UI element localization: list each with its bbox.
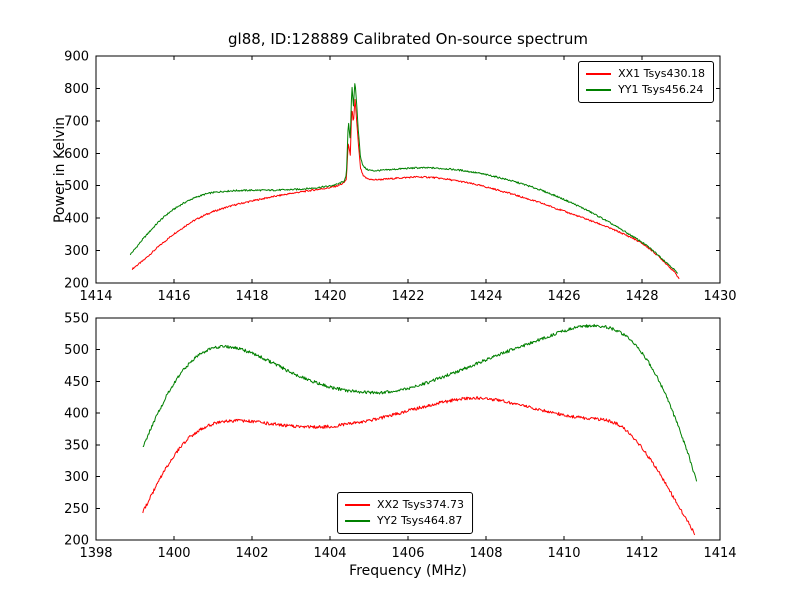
- x-tick-label: 1418: [235, 289, 268, 304]
- x-tick-label: 1400: [157, 546, 190, 561]
- x-tick-label: 1430: [703, 289, 736, 304]
- x-tick-label: 1422: [391, 289, 424, 304]
- x-tick-label: 1420: [313, 289, 346, 304]
- x-tick-label: 1414: [79, 289, 112, 304]
- y-tick-label: 600: [64, 147, 89, 162]
- x-tick-label: 1416: [157, 289, 190, 304]
- x-tick-label: 1410: [547, 546, 580, 561]
- y-tick-label: 400: [64, 407, 89, 422]
- legend-entry: YY1 Tsys456.24: [586, 82, 705, 98]
- y-tick-label: 550: [64, 312, 89, 327]
- y-tick-label: 450: [64, 375, 89, 390]
- y-tick-label: 700: [64, 114, 89, 129]
- y-tick-label: 900: [64, 50, 89, 65]
- x-tick-label: 1408: [469, 546, 502, 561]
- y-tick-label: 500: [64, 179, 89, 194]
- series-xx1: [131, 98, 680, 280]
- legend-label-xx1: XX1 Tsys430.18: [618, 67, 705, 80]
- y-tick-label: 300: [64, 244, 89, 259]
- legend-entry: YY2 Tsys464.87: [345, 513, 464, 529]
- x-tick-label: 1398: [79, 546, 112, 561]
- series-xx2: [142, 396, 696, 536]
- chart-title: gl88, ID:128889 Calibrated On-source spe…: [228, 30, 588, 48]
- legend-bottom: XX2 Tsys374.73 YY2 Tsys464.87: [337, 492, 473, 534]
- x-axis-label: Frequency (MHz): [349, 563, 467, 579]
- y-tick-label: 400: [64, 212, 89, 227]
- x-tick-label: 1426: [547, 289, 580, 304]
- y-tick-label: 500: [64, 343, 89, 358]
- series-yy1: [129, 83, 679, 274]
- legend-entry: XX1 Tsys430.18: [586, 66, 705, 82]
- y-tick-label: 250: [64, 502, 89, 517]
- top-plot: 1414 1416 1418 1420 1422 1424 1426 1428 1430 200 3…: [64, 50, 736, 305]
- legend-line-xx2: [345, 504, 371, 506]
- legend-line-yy2: [345, 520, 371, 522]
- legend-entry: XX2 Tsys374.73: [345, 497, 464, 513]
- y-tick-label: 350: [64, 438, 89, 453]
- x-tick-label: 1404: [313, 546, 346, 561]
- legend-line-yy1: [586, 89, 612, 91]
- y-tick-label: 200: [64, 534, 89, 549]
- legend-line-xx1: [586, 73, 612, 75]
- legend-top: XX1 Tsys430.18 YY1 Tsys456.24: [578, 61, 714, 103]
- y-tick-label: 300: [64, 470, 89, 485]
- x-tick-label: 1412: [625, 546, 658, 561]
- y-tick-label: 200: [64, 277, 89, 292]
- x-tick-label: 1406: [391, 546, 424, 561]
- x-tick-label: 1402: [235, 546, 268, 561]
- x-tick-label: 1424: [469, 289, 502, 304]
- y-tick-label: 800: [64, 82, 89, 97]
- x-tick-label: 1428: [625, 289, 658, 304]
- x-tick-label: 1414: [703, 546, 736, 561]
- bottom-plot: 1398 1400 1402 1404 1406 1408 1410 1412 1414 200 2…: [64, 312, 736, 562]
- legend-label-yy2: YY2 Tsys464.87: [377, 514, 463, 527]
- y-axis-label: Power in Kelvin: [52, 116, 68, 224]
- series-yy2: [142, 323, 698, 482]
- legend-label-xx2: XX2 Tsys374.73: [377, 498, 464, 511]
- legend-label-yy1: YY1 Tsys456.24: [618, 83, 704, 96]
